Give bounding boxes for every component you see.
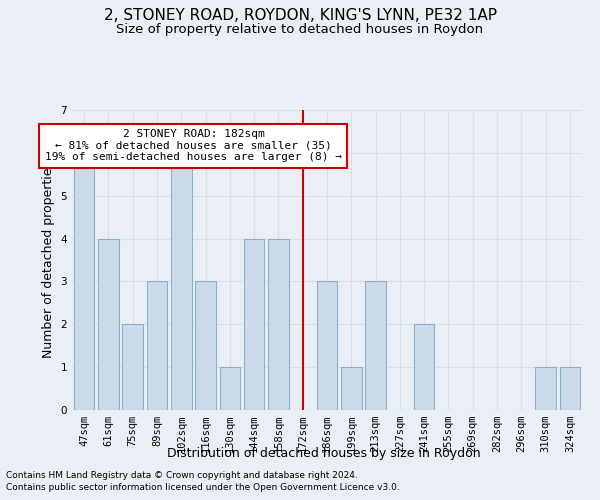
Bar [122, 324, 143, 410]
Bar [414, 324, 434, 410]
Text: Size of property relative to detached houses in Roydon: Size of property relative to detached ho… [116, 22, 484, 36]
Bar [220, 367, 240, 410]
Text: Contains HM Land Registry data © Crown copyright and database right 2024.: Contains HM Land Registry data © Crown c… [6, 471, 358, 480]
Y-axis label: Number of detached properties: Number of detached properties [42, 162, 55, 358]
Bar [341, 367, 362, 410]
Bar [560, 367, 580, 410]
Text: Contains public sector information licensed under the Open Government Licence v3: Contains public sector information licen… [6, 484, 400, 492]
Text: 2 STONEY ROAD: 182sqm
← 81% of detached houses are smaller (35)
19% of semi-deta: 2 STONEY ROAD: 182sqm ← 81% of detached … [45, 130, 342, 162]
Bar [365, 282, 386, 410]
Bar [146, 282, 167, 410]
Bar [98, 238, 119, 410]
Bar [268, 238, 289, 410]
Text: 2, STONEY ROAD, ROYDON, KING'S LYNN, PE32 1AP: 2, STONEY ROAD, ROYDON, KING'S LYNN, PE3… [104, 8, 497, 22]
Text: Distribution of detached houses by size in Roydon: Distribution of detached houses by size … [167, 448, 481, 460]
Bar [195, 282, 216, 410]
Bar [317, 282, 337, 410]
Bar [74, 153, 94, 410]
Bar [244, 238, 265, 410]
Bar [171, 153, 191, 410]
Bar [535, 367, 556, 410]
